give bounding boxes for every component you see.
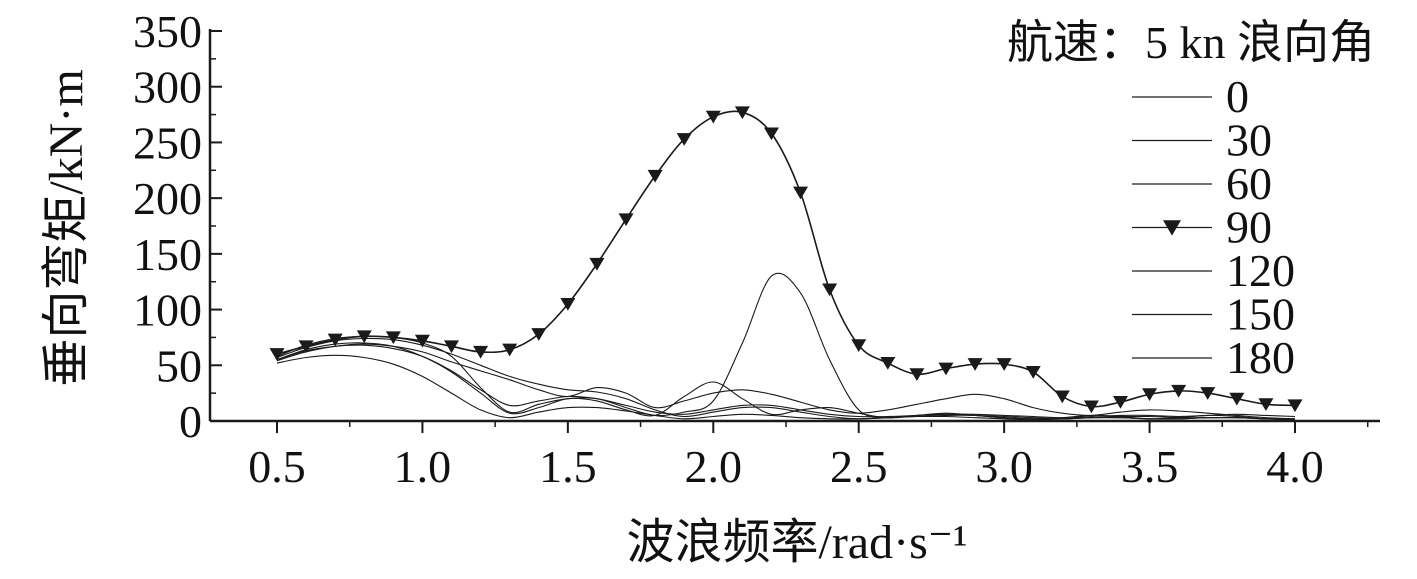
data-point-90 xyxy=(734,106,750,120)
data-point-90 xyxy=(967,358,983,371)
data-point-90 xyxy=(560,298,576,311)
series-90 xyxy=(269,106,1303,414)
data-point-90 xyxy=(1287,399,1303,413)
data-point-90 xyxy=(822,283,838,297)
data-point-90 xyxy=(1171,384,1187,398)
y-tick-label: 300 xyxy=(133,62,202,113)
y-tick-label: 350 xyxy=(133,6,202,57)
legend-item-60: 60 xyxy=(1132,158,1272,209)
x-tick-label: 3.0 xyxy=(975,441,1033,492)
legend-label-90: 90 xyxy=(1226,202,1272,253)
series-30 xyxy=(276,343,1296,420)
legend-label-150: 150 xyxy=(1226,289,1295,340)
series-180 xyxy=(276,344,1296,419)
data-point-90 xyxy=(269,348,285,361)
series-line-150 xyxy=(276,272,1296,421)
data-point-90 xyxy=(1054,390,1070,404)
data-point-90 xyxy=(531,328,547,341)
data-point-90 xyxy=(880,357,896,370)
data-point-90 xyxy=(618,213,634,227)
data-point-90 xyxy=(1229,392,1245,406)
x-tick-label: 1.0 xyxy=(394,441,452,492)
data-point-90 xyxy=(1112,396,1128,409)
data-point-90 xyxy=(589,257,605,271)
x-tick-label: 3.5 xyxy=(1121,441,1179,492)
data-point-90 xyxy=(1142,388,1158,402)
legend-title: 航速：5 kn 浪向角 xyxy=(1007,17,1375,68)
series-line-180 xyxy=(276,344,1296,419)
legend-item-120: 120 xyxy=(1132,245,1295,296)
legend-item-150: 150 xyxy=(1132,289,1295,340)
y-tick-label: 250 xyxy=(133,117,202,168)
data-point-90 xyxy=(851,339,867,352)
legend-label-30: 30 xyxy=(1226,115,1272,166)
y-tick-label: 0 xyxy=(179,396,202,447)
data-point-90 xyxy=(705,110,721,124)
y-tick-label: 100 xyxy=(133,285,202,336)
data-point-90 xyxy=(996,358,1012,371)
series-120 xyxy=(276,337,1296,420)
series-line-30 xyxy=(276,343,1296,420)
legend-marker-90 xyxy=(1163,220,1181,236)
x-tick-label: 1.5 xyxy=(539,441,597,492)
x-tick-label: 2.5 xyxy=(830,441,888,492)
series-150 xyxy=(276,272,1296,421)
series-layer xyxy=(269,106,1303,421)
x-axis-label: 波浪频率/rad·s⁻¹ xyxy=(626,516,967,569)
data-point-90 xyxy=(327,333,343,347)
legend-label-180: 180 xyxy=(1226,332,1295,383)
data-point-90 xyxy=(1083,400,1099,414)
x-tick-label: 4.0 xyxy=(1266,441,1324,492)
legend-item-0: 0 xyxy=(1132,71,1249,122)
x-tick-label: 0.5 xyxy=(248,441,306,492)
legend-label-120: 120 xyxy=(1226,245,1295,296)
legend-label-0: 0 xyxy=(1226,71,1249,122)
legend-item-180: 180 xyxy=(1132,332,1295,383)
legend-item-90: 90 xyxy=(1132,202,1272,253)
y-tick-label: 200 xyxy=(133,173,202,224)
data-point-90 xyxy=(1258,398,1274,412)
legend-label-60: 60 xyxy=(1226,158,1272,209)
data-point-90 xyxy=(909,368,925,381)
y-axis-label: 垂向弯矩/kN·m xyxy=(40,69,93,386)
y-tick-label: 150 xyxy=(133,229,202,280)
y-tick-label: 50 xyxy=(156,340,202,391)
data-point-90 xyxy=(444,340,460,354)
data-point-90 xyxy=(647,169,663,183)
data-point-90 xyxy=(298,340,314,354)
data-point-90 xyxy=(793,186,809,200)
data-point-90 xyxy=(473,345,489,359)
legend-item-30: 30 xyxy=(1132,115,1272,166)
data-point-90 xyxy=(502,343,518,357)
data-point-90 xyxy=(676,133,692,146)
data-point-90 xyxy=(1200,387,1216,400)
data-point-90 xyxy=(938,362,954,376)
data-point-90 xyxy=(414,334,430,348)
series-line-90 xyxy=(276,110,1296,408)
series-line-120 xyxy=(276,337,1296,420)
data-point-90 xyxy=(1025,365,1041,379)
data-point-90 xyxy=(763,127,779,141)
x-tick-label: 2.0 xyxy=(685,441,743,492)
